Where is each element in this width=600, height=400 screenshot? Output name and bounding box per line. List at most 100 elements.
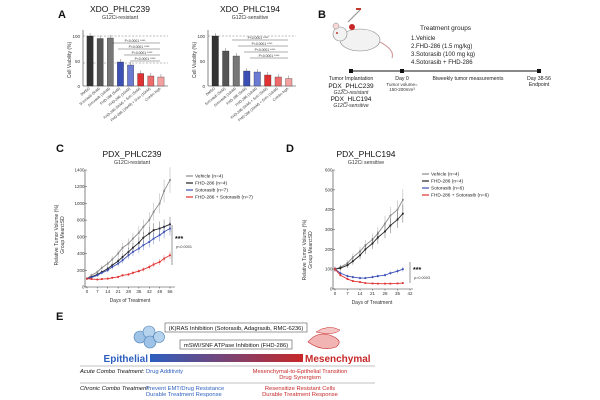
pdx-239-legend-label-3: FHD-286 + Sotorasib (n=7) [195,195,253,201]
pdx-239-xtick-7: 49 [157,289,163,294]
swi-snf-box [179,339,293,350]
pdx-239-ytick-6: 1200 [74,184,85,189]
swi-snf-label: mSWI/SNF ATPase Inhibition (FHD-286) [184,343,288,349]
xdo-194-pval-3: P<0.0001 **** [255,48,277,52]
xdo-194-bar-0 [211,35,219,87]
pdx-239-ytick-0: 0 [82,285,85,290]
panel-e-label: E [56,311,63,323]
pdx-194-xtick-5: 35 [395,291,401,296]
pdx-194-ylabel-2: Group Mean±SD [308,231,314,269]
pdx-239-series [86,167,171,281]
pdx-194-ytick-4: 400 [325,207,333,212]
pdx-194-legend-label-0: Vehicle (n=4) [431,172,460,178]
endpoint-label: Endpoint [529,82,550,88]
pdx-239-pval: p<0.0001 [176,245,192,249]
xdo-194-bar-3 [243,70,251,87]
xdo-239-ytick-0: 0 [77,84,80,89]
acute-left: Drug Additivity [146,369,183,375]
pdx-194-legend: Vehicle (n=4)FHD-286 (n=4)Sotorasib (n=6… [422,172,489,199]
pdx-194-xticks: 0 7 14 21 28 35 42 [334,289,413,296]
pdx-194-series-1-line [334,213,404,270]
pdx-194-legend-label-3: FHD-286 + Sotorasib (n=6) [431,193,489,199]
timeline-end-marker [537,69,541,73]
pdx-239-xtick-3: 21 [116,289,122,294]
pdx-239-ytick-5: 1000 [74,201,85,206]
pdx-194-xlabel: Days of Treatment [352,300,393,306]
pdx-194-sig: *** [413,267,421,274]
pdx-194-title: PDX_PHLC194 [336,149,395,159]
panel-a-right: XDO_PHLC194 G12Ci-sensitive Cell Viabili… [192,4,296,122]
xdo-194-bar-6 [274,76,282,87]
group-2: 2.FHD-286 (1.5 mg/kg) [411,44,472,50]
xdo-239-pval-2: P<0.0001 **** [129,45,151,49]
pdx-239-legend-label-1: FHD-286 (n=4) [195,181,228,187]
pdx-194-ytick-0: 0 [330,287,333,292]
pdx-194-series [334,189,404,285]
panel-a-label: A [58,9,66,21]
model-1-name: PDX_PHLC239 [328,83,374,90]
xdo-239-bar-5 [137,73,144,87]
pdx-239-series-3-line [86,254,171,280]
pdx-239-xtick-4: 28 [126,289,132,294]
pdx-194-legend-label-2: Sotorasib (n=6) [431,186,464,192]
pdx-239-xlabel: Days of Treatment [110,298,151,304]
pdx-194-xtick-6: 42 [407,291,413,296]
xdo-239-bar-3 [117,61,124,87]
panel-d-chart: PDX_PHLC194 G12Ci sensitive Relative Tum… [302,149,489,306]
chronic-right-2: Durable Treatment Response [262,392,338,398]
pdx-239-xticks: 0 7 14 21 28 35 42 49 56 [86,287,173,294]
model-2-desc: G12Ci-sensitive [333,103,369,109]
pdx-239-xtick-6: 42 [147,289,153,294]
xdo-194-bar-1 [222,50,230,87]
xdo-194-title: XDO_PHLC194 [220,4,280,14]
group-3: 3.Sotorasib (100 mg kg) [411,52,475,58]
pdx-194-series-2-line [334,268,404,279]
timeline-start-marker [349,69,353,73]
xdo-239-bar-1 [96,38,104,87]
group-1: 1.Vehicle [411,36,436,42]
xdo-194-bar-4 [253,71,261,87]
pdx-239-ytick-7: 1400 [74,168,85,173]
pdx-239-series-0-line [86,179,171,279]
pdx-239-xtick-1: 7 [96,289,99,294]
panel-b-label: B [318,9,326,21]
xdo-194-pval-1: P<0.0001 **** [248,36,270,40]
pdx-194-xtick-0: 0 [334,291,337,296]
xdo-194-pval-4: P<0.0001 **** [259,54,281,58]
pdx-194-series-0-line [334,199,404,270]
pdx-194-xtick-2: 14 [357,291,363,296]
xdo-194-bars [211,33,293,87]
kras-inhibition-box [164,322,308,333]
model-2-name: PDX_HLC194 [331,96,372,103]
chronic-label: Chronic Combo Treatment: [80,386,150,392]
pdx-194-ytick-1: 100 [325,267,333,272]
panel-c-chart: PDX_PHLC239 G12Ci-resistant Relative Tum… [54,149,253,304]
xdo-239-bar-2 [107,37,114,87]
pdx-239-xtick-2: 14 [105,289,111,294]
xdo-194-bar-2 [232,55,240,87]
xdo-239-pval-3: P<0.0001 **** [132,51,154,55]
pdx-239-series-0-point-16 [169,179,171,181]
panel-a-left: XDO_PHLC239 G12Ci-resistant Cell Viabili… [67,4,168,122]
pdx-239-ytick-3: 600 [77,234,85,239]
end-day-label: Day 38-56 [527,76,551,82]
pdx-239-xtick-8: 56 [167,289,173,294]
group-4: 4.Sotorasib + FHD-286 [411,60,473,66]
xdo-239-bars [86,33,165,87]
pdx-194-legend-label-1: FHD-286 (n=4) [431,179,464,185]
model-1-desc: G12Ci-resistant [334,90,369,96]
pdx-239-xtick-0: 0 [86,289,89,294]
pdx-194-ylabel-1: Relative Tumor Volume (%) [302,219,308,280]
xdo-239-subtitle: G12Ci-resistant [102,15,139,21]
xdo-239-pval-1: P<0.0001 **** [125,39,147,43]
xdo-239-title: XDO_PHLC239 [90,4,150,14]
xdo-239-bar-4 [127,64,134,87]
pdx-239-xtick-5: 35 [136,289,142,294]
xdo-239-category-0: DMSO [80,87,91,97]
xdo-194-bar-7 [285,78,293,87]
pdx-194-series-3-point-0 [334,268,336,271]
pdx-239-sig: *** [175,236,183,243]
panel-c-label: C [56,143,64,155]
